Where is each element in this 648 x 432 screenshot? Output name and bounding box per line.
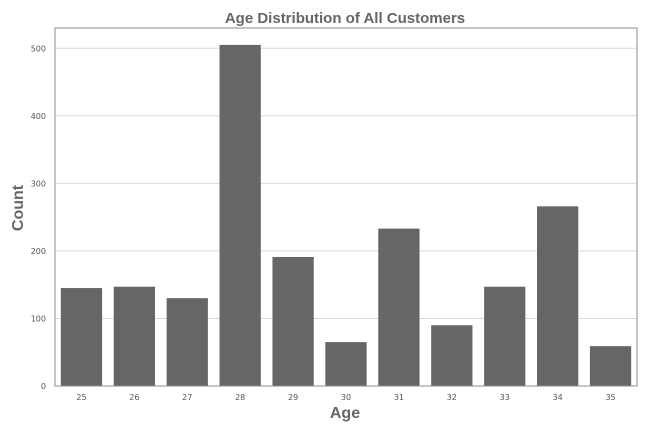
bar-age-35 xyxy=(589,346,632,386)
bar-age-32 xyxy=(431,325,473,386)
y-tick-label: 400 xyxy=(31,112,46,121)
y-tick-label: 300 xyxy=(31,179,46,188)
x-ticks: 25 26 27 28 29 30 31 32 33 34 35 xyxy=(76,393,615,402)
y-tick-label: 500 xyxy=(31,44,46,53)
chart-title: Age Distribution of All Customers xyxy=(225,10,465,27)
x-tick-label: 28 xyxy=(235,393,245,402)
x-axis-label: Age xyxy=(330,405,360,422)
bar-age-31 xyxy=(378,228,420,386)
y-tick-label: 100 xyxy=(31,314,46,323)
y-ticks: 0 100 200 300 400 500 xyxy=(31,44,46,391)
x-tick-label: 29 xyxy=(288,393,298,402)
x-tick-label: 34 xyxy=(553,393,563,402)
x-tick-label: 30 xyxy=(341,393,351,402)
bar-age-29 xyxy=(272,256,314,386)
y-tick-label: 200 xyxy=(31,247,46,256)
bar-age-25 xyxy=(60,288,103,386)
y-tick-label: 0 xyxy=(41,382,46,391)
x-tick-label: 26 xyxy=(129,393,139,402)
bars xyxy=(60,44,632,387)
bar-age-30 xyxy=(325,342,367,386)
plot-frame xyxy=(54,27,638,387)
bar-age-27 xyxy=(166,298,208,386)
x-tick-label: 25 xyxy=(76,393,86,402)
y-axis-label: Count xyxy=(10,184,27,231)
x-tick-label: 33 xyxy=(500,393,510,402)
x-tick-label: 35 xyxy=(605,393,615,402)
bar-age-33 xyxy=(484,286,526,386)
x-tick-label: 27 xyxy=(182,393,192,402)
bar-age-28 xyxy=(219,44,261,387)
bar-age-26 xyxy=(113,286,155,386)
x-tick-label: 31 xyxy=(394,393,404,402)
x-tick-label: 32 xyxy=(447,393,457,402)
bar-age-34 xyxy=(537,206,579,386)
